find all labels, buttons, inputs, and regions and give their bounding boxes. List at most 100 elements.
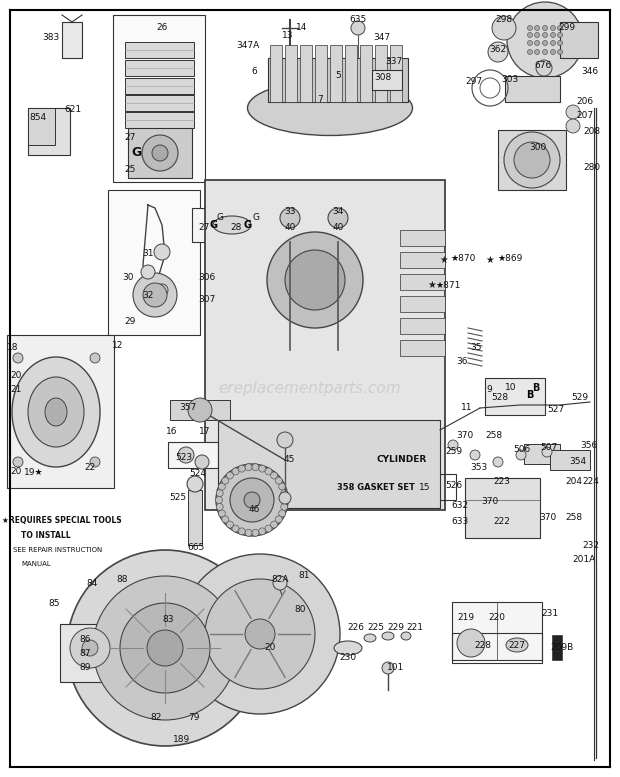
Bar — [372, 70, 402, 90]
Circle shape — [534, 26, 539, 30]
Bar — [400, 318, 445, 334]
Circle shape — [278, 510, 286, 517]
Text: ereplacementparts.com: ereplacementparts.com — [219, 381, 401, 395]
Text: 353: 353 — [471, 464, 487, 472]
Text: 337: 337 — [386, 57, 402, 67]
Bar — [345, 45, 357, 102]
Circle shape — [82, 640, 98, 656]
Text: 225: 225 — [368, 623, 384, 632]
Text: G: G — [216, 214, 223, 222]
Text: 854: 854 — [29, 113, 46, 123]
Bar — [524, 444, 560, 464]
Bar — [452, 633, 542, 663]
Circle shape — [557, 26, 562, 30]
Circle shape — [226, 472, 233, 479]
Text: 676: 676 — [534, 61, 552, 69]
Bar — [192, 208, 276, 242]
Text: SEE REPAIR INSTRUCTION: SEE REPAIR INSTRUCTION — [14, 547, 103, 553]
Circle shape — [566, 105, 580, 119]
Text: G: G — [244, 220, 252, 230]
Bar — [170, 400, 230, 420]
Circle shape — [493, 457, 503, 467]
Bar — [552, 635, 562, 660]
Text: 229: 229 — [388, 623, 404, 632]
Circle shape — [143, 283, 167, 307]
Text: 228: 228 — [474, 640, 492, 650]
Circle shape — [542, 40, 547, 46]
Text: 5: 5 — [335, 71, 341, 79]
Text: 220: 220 — [489, 614, 505, 622]
Circle shape — [270, 472, 278, 479]
Ellipse shape — [401, 632, 411, 640]
Circle shape — [270, 521, 278, 528]
Bar — [125, 112, 194, 128]
Circle shape — [230, 478, 274, 522]
Circle shape — [222, 477, 229, 484]
Text: 84: 84 — [86, 580, 98, 588]
Text: 232: 232 — [583, 541, 600, 549]
Circle shape — [275, 516, 282, 523]
Ellipse shape — [506, 638, 528, 652]
Circle shape — [142, 135, 178, 171]
Text: 17: 17 — [199, 427, 211, 437]
Text: 307: 307 — [198, 295, 216, 305]
Bar — [465, 478, 540, 538]
Circle shape — [542, 26, 547, 30]
Bar — [125, 42, 194, 58]
Circle shape — [267, 232, 363, 328]
Ellipse shape — [12, 357, 100, 467]
Circle shape — [187, 476, 203, 492]
Circle shape — [216, 497, 223, 503]
Text: 27: 27 — [125, 134, 136, 142]
Bar — [7, 335, 114, 488]
Text: 25: 25 — [125, 166, 136, 175]
Text: 33: 33 — [284, 207, 296, 217]
Text: 227: 227 — [508, 640, 526, 650]
Text: 347: 347 — [373, 33, 391, 43]
Text: 29: 29 — [125, 318, 136, 326]
Bar — [205, 180, 445, 510]
Bar — [400, 230, 445, 246]
Bar — [550, 450, 590, 470]
Text: 89: 89 — [79, 664, 91, 673]
Text: 15: 15 — [419, 483, 431, 493]
Circle shape — [252, 529, 259, 536]
Circle shape — [516, 450, 526, 460]
Bar — [113, 15, 205, 182]
Text: 525: 525 — [169, 493, 187, 503]
Circle shape — [542, 33, 547, 37]
Circle shape — [281, 503, 288, 510]
Text: 635: 635 — [350, 16, 366, 25]
Text: 21: 21 — [11, 385, 22, 395]
Ellipse shape — [247, 81, 412, 135]
Circle shape — [457, 629, 485, 657]
Bar — [400, 274, 445, 290]
Circle shape — [245, 619, 275, 649]
Bar — [360, 45, 372, 102]
Circle shape — [216, 503, 223, 510]
Circle shape — [252, 464, 259, 471]
Text: 280: 280 — [583, 163, 601, 172]
Bar — [285, 45, 297, 102]
Circle shape — [382, 662, 394, 674]
Circle shape — [351, 21, 365, 35]
Circle shape — [238, 528, 246, 535]
Bar — [498, 130, 566, 190]
Circle shape — [147, 630, 183, 666]
Text: 204: 204 — [565, 478, 583, 486]
Bar — [505, 76, 560, 102]
Text: 9: 9 — [486, 385, 492, 395]
Ellipse shape — [28, 377, 84, 447]
Circle shape — [278, 483, 286, 490]
Bar — [125, 95, 194, 111]
Text: 219: 219 — [458, 614, 474, 622]
Text: 101: 101 — [388, 664, 405, 673]
Bar — [560, 22, 598, 58]
Bar — [390, 45, 402, 102]
Bar — [188, 490, 202, 545]
Circle shape — [90, 457, 100, 467]
Text: 40: 40 — [332, 224, 343, 232]
Circle shape — [259, 528, 266, 535]
Text: CYLINDER: CYLINDER — [377, 455, 427, 465]
Circle shape — [156, 284, 168, 296]
